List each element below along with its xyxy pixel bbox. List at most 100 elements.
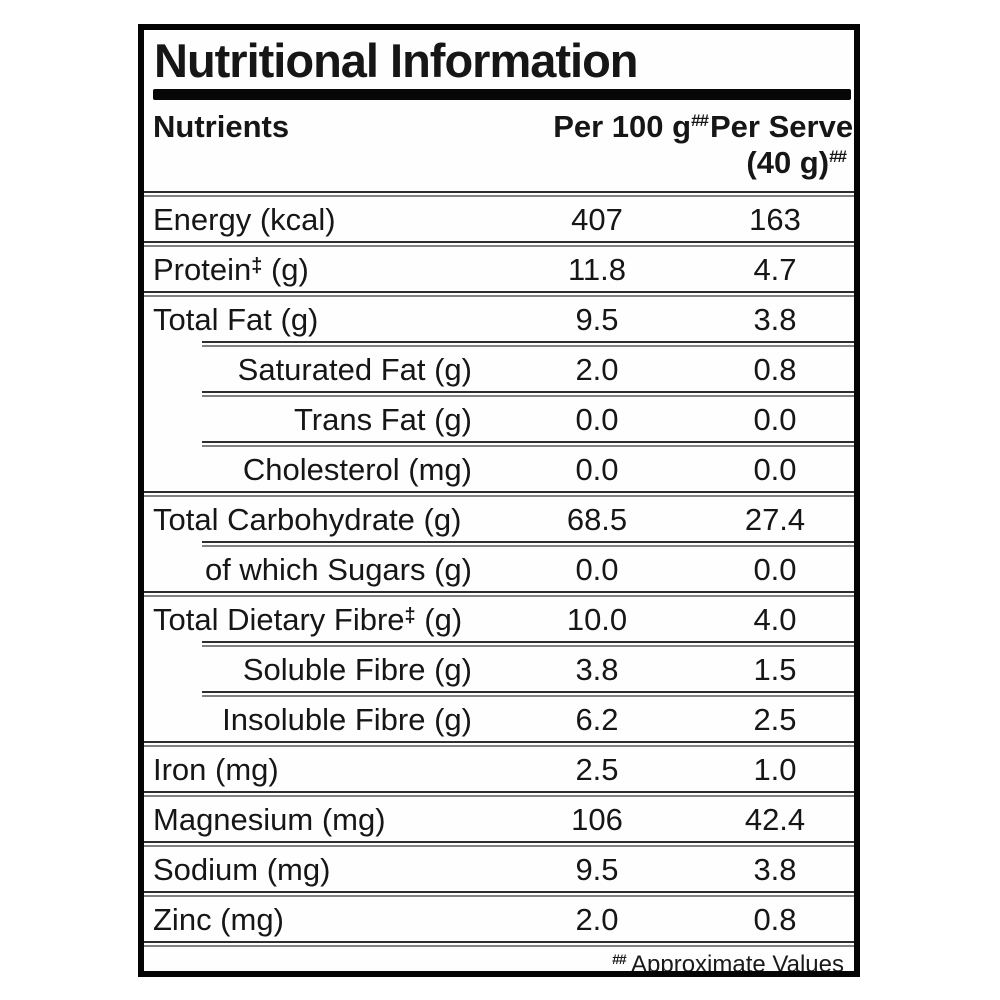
table-row: Sodium (mg) 9.5 3.8 — [144, 848, 854, 891]
row-separator — [202, 341, 854, 348]
nutrient-name: Sodium (mg) — [153, 851, 331, 887]
dagger-mark: ‡ — [251, 254, 263, 277]
column-header-nutrients: Nutrients — [153, 109, 290, 144]
per-serve-value: 163 — [749, 201, 801, 237]
table-row: Cholesterol (mg) 0.0 0.0 — [144, 448, 854, 491]
per-100g-value: 407 — [571, 201, 623, 237]
nutrient-label: Magnesium (mg) — [144, 802, 484, 838]
nutrient-name: Total Fat (g) — [153, 301, 319, 337]
per-serve-value: 1.0 — [753, 751, 797, 787]
per-100g-value: 2.5 — [575, 751, 619, 787]
per-serve-value: 0.0 — [753, 551, 797, 587]
row-separator — [202, 541, 854, 548]
per-100g-value: 2.0 — [575, 901, 619, 937]
nutrient-label: Saturated Fat (g) — [144, 352, 484, 388]
row-separator — [202, 441, 854, 448]
nutrient-label: Trans Fat (g) — [144, 402, 484, 438]
per-100g-value: 6.2 — [575, 701, 619, 737]
approx-mark: ## — [612, 951, 627, 967]
row-separator — [144, 741, 854, 748]
per-100g-value: 0.0 — [575, 451, 619, 487]
page-title: Nutritional Information — [154, 34, 639, 87]
nutrient-unit: (g) — [262, 251, 309, 287]
per-serve-value: 4.7 — [753, 251, 797, 287]
row-separator — [202, 641, 854, 648]
nutrient-label: Insoluble Fibre (g) — [144, 702, 484, 738]
row-separator — [202, 691, 854, 698]
per-serve-value: 2.5 — [753, 701, 797, 737]
table-row: Saturated Fat (g) 2.0 0.8 — [144, 348, 854, 391]
table-row: Trans Fat (g) 0.0 0.0 — [144, 398, 854, 441]
column-header-per-serve: Per Serve (40 g)## — [710, 109, 854, 181]
nutrient-label: Iron (mg) — [144, 752, 484, 788]
footnote: ## Approximate Values — [144, 951, 854, 977]
footnote-text: Approximate Values — [631, 951, 844, 977]
nutrient-name: Protein — [153, 251, 252, 287]
nutrient-label: Sodium (mg) — [144, 852, 484, 888]
nutrient-name: Energy (kcal) — [153, 201, 336, 237]
per-100g-value: 11.8 — [567, 251, 627, 287]
nutrient-name: Total Carbohydrate (g) — [153, 501, 462, 537]
row-separator — [144, 591, 854, 598]
per-serve-value: 0.8 — [753, 901, 797, 937]
table-header: Nutrients Per 100 g## Per Serve (40 g)## — [144, 109, 854, 181]
nutrient-label: Cholesterol (mg) — [144, 452, 484, 488]
per-serve-value: 3.8 — [753, 301, 797, 337]
per-serve-value: 1.5 — [753, 651, 797, 687]
dagger-mark: ‡ — [404, 604, 416, 627]
row-separator — [144, 291, 854, 298]
row-separator — [144, 841, 854, 848]
nutrient-name: Insoluble Fibre (g) — [222, 701, 472, 737]
per-100g-value: 2.0 — [575, 351, 619, 387]
nutrient-name: Zinc (mg) — [153, 901, 284, 937]
per-serve-line2: (40 g) — [746, 145, 830, 180]
table-row: of which Sugars (g) 0.0 0.0 — [144, 548, 854, 591]
nutrient-name: Trans Fat (g) — [294, 401, 472, 437]
per-serve-value: 27.4 — [744, 501, 806, 537]
nutrient-name: Total Dietary Fibre — [153, 601, 405, 637]
table-row: Total Carbohydrate (g) 68.5 27.4 — [144, 498, 854, 541]
table-row: Iron (mg) 2.5 1.0 — [144, 748, 854, 791]
per-serve-value: 4.0 — [753, 601, 797, 637]
nutrient-name: Soluble Fibre (g) — [242, 651, 472, 687]
per-100g-value: 68.5 — [566, 501, 628, 537]
table-row: Soluble Fibre (g) 3.8 1.5 — [144, 648, 854, 691]
per-100g-value: 0.0 — [575, 551, 619, 587]
table-row: Total Dietary Fibre‡ (g) 10.0 4.0 — [144, 598, 854, 641]
table-row: Energy (kcal) 407 163 — [144, 198, 854, 241]
table-row: Zinc (mg) 2.0 0.8 — [144, 898, 854, 941]
nutrient-name: Iron (mg) — [153, 751, 279, 787]
bottom-separator — [144, 941, 854, 948]
approx-mark: ## — [829, 147, 847, 166]
nutrient-label: Total Carbohydrate (g) — [144, 502, 484, 538]
approx-mark: ## — [691, 111, 709, 130]
nutrient-name: Saturated Fat (g) — [237, 351, 472, 387]
per-100g-value: 0.0 — [575, 401, 619, 437]
nutrient-name: Magnesium (mg) — [153, 801, 386, 837]
nutrient-label: Protein‡ (g) — [144, 252, 484, 288]
row-separator — [202, 391, 854, 398]
row-separator — [144, 491, 854, 498]
column-header-per-100g: Per 100 g## — [484, 109, 710, 145]
per-serve-value: 0.0 — [753, 451, 797, 487]
nutrition-label: Nutritional Information Nutrients Per 10… — [138, 24, 860, 977]
nutrient-unit: (g) — [415, 601, 463, 637]
per-100g-value: 10.0 — [566, 601, 628, 637]
per-100g-value: 9.5 — [575, 301, 619, 337]
nutrient-name: Cholesterol (mg) — [242, 451, 472, 487]
per-serve-line1: Per Serve — [710, 109, 854, 144]
row-separator — [144, 891, 854, 898]
header-separator — [144, 191, 854, 198]
nutrient-name: of which Sugars (g) — [204, 551, 472, 587]
nutrient-label: Total Fat (g) — [144, 302, 484, 338]
per-100g-value: 3.8 — [575, 651, 619, 687]
table-body: Energy (kcal) 407 163 Protein‡ (g) 11.8 … — [144, 198, 854, 941]
row-separator — [144, 241, 854, 248]
nutrient-label: of which Sugars (g) — [144, 552, 484, 588]
per-serve-value: 3.8 — [753, 851, 797, 887]
per-100g-value: 9.5 — [575, 851, 619, 887]
table-row: Insoluble Fibre (g) 6.2 2.5 — [144, 698, 854, 741]
nutrient-label: Total Dietary Fibre‡ (g) — [144, 602, 484, 638]
title-divider — [153, 89, 851, 100]
per-serve-value: 0.8 — [753, 351, 797, 387]
